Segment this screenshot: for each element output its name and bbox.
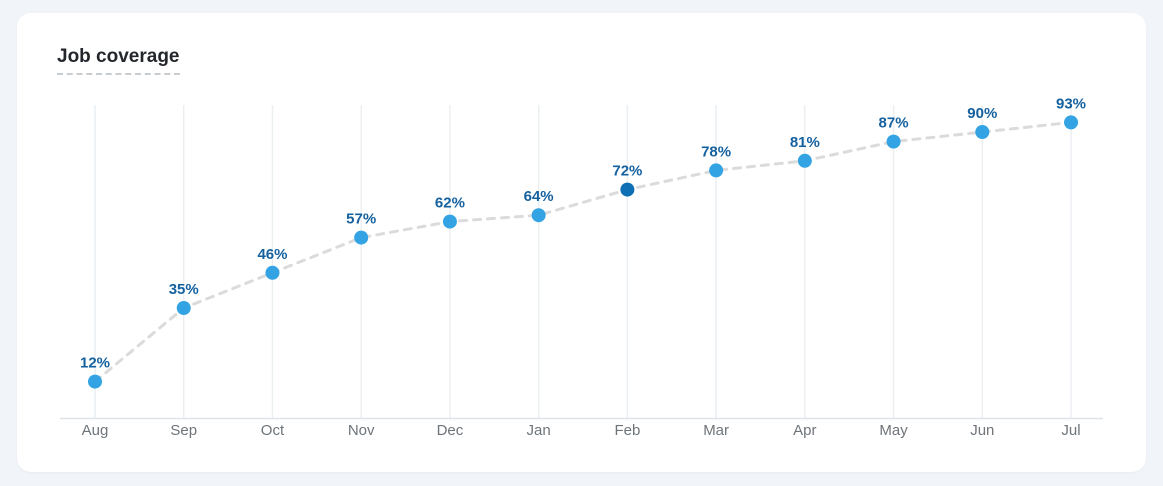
value-label-apr: 81% <box>790 134 820 151</box>
data-point-nov[interactable] <box>354 230 369 245</box>
axis-label-dec: Dec <box>437 422 464 439</box>
trend-line <box>93 120 1073 384</box>
value-label-oct: 46% <box>257 246 287 263</box>
data-point-apr[interactable] <box>797 153 812 168</box>
job-coverage-chart: 12% Aug 35% Sep 46% Oct 57% Nov 62% Dec 64% Jan 72% F… <box>17 90 1146 460</box>
axis-label-jan: Jan <box>527 422 551 439</box>
data-point-may[interactable] <box>886 134 901 149</box>
axis-label-mar: Mar <box>703 422 729 439</box>
data-point-feb[interactable] <box>620 182 635 197</box>
data-point-sep[interactable] <box>176 301 191 315</box>
value-label-dec: 62% <box>435 195 465 212</box>
axis-label-apr: Apr <box>793 422 816 439</box>
data-point-jul[interactable] <box>1064 115 1079 130</box>
data-point-jun[interactable] <box>975 125 990 139</box>
axis-label-jun: Jun <box>970 422 994 439</box>
value-label-nov: 57% <box>346 211 376 228</box>
value-label-may: 87% <box>879 115 909 132</box>
axis-label-sep: Sep <box>170 422 197 439</box>
value-label-feb: 72% <box>612 163 642 180</box>
value-label-jun: 90% <box>967 105 997 122</box>
data-point-dec[interactable] <box>442 214 457 229</box>
chart-canvas: 12% Aug 35% Sep 46% Oct 57% Nov 62% Dec 64% Jan 72% F… <box>60 95 1103 439</box>
value-label-aug: 12% <box>80 355 110 372</box>
value-label-jul: 93% <box>1056 95 1086 112</box>
axis-label-feb: Feb <box>614 422 640 439</box>
page-title[interactable]: Job coverage <box>57 46 180 75</box>
value-label-jan: 64% <box>524 188 554 205</box>
data-point-jan[interactable] <box>531 208 546 223</box>
data-point-oct[interactable] <box>265 265 280 280</box>
data-point-mar[interactable] <box>709 163 724 178</box>
axis-label-aug: Aug <box>82 422 109 439</box>
job-coverage-card: Job coverage 12% Aug 35% Sep 46% Oct 57% Nov 62%… <box>17 13 1146 472</box>
value-label-sep: 35% <box>169 281 199 298</box>
data-point-aug[interactable] <box>88 374 102 389</box>
axis-label-oct: Oct <box>261 422 285 439</box>
axis-label-nov: Nov <box>348 422 375 439</box>
value-label-mar: 78% <box>701 143 731 160</box>
axis-label-may: May <box>879 422 908 439</box>
axis-label-jul: Jul <box>1061 422 1080 439</box>
